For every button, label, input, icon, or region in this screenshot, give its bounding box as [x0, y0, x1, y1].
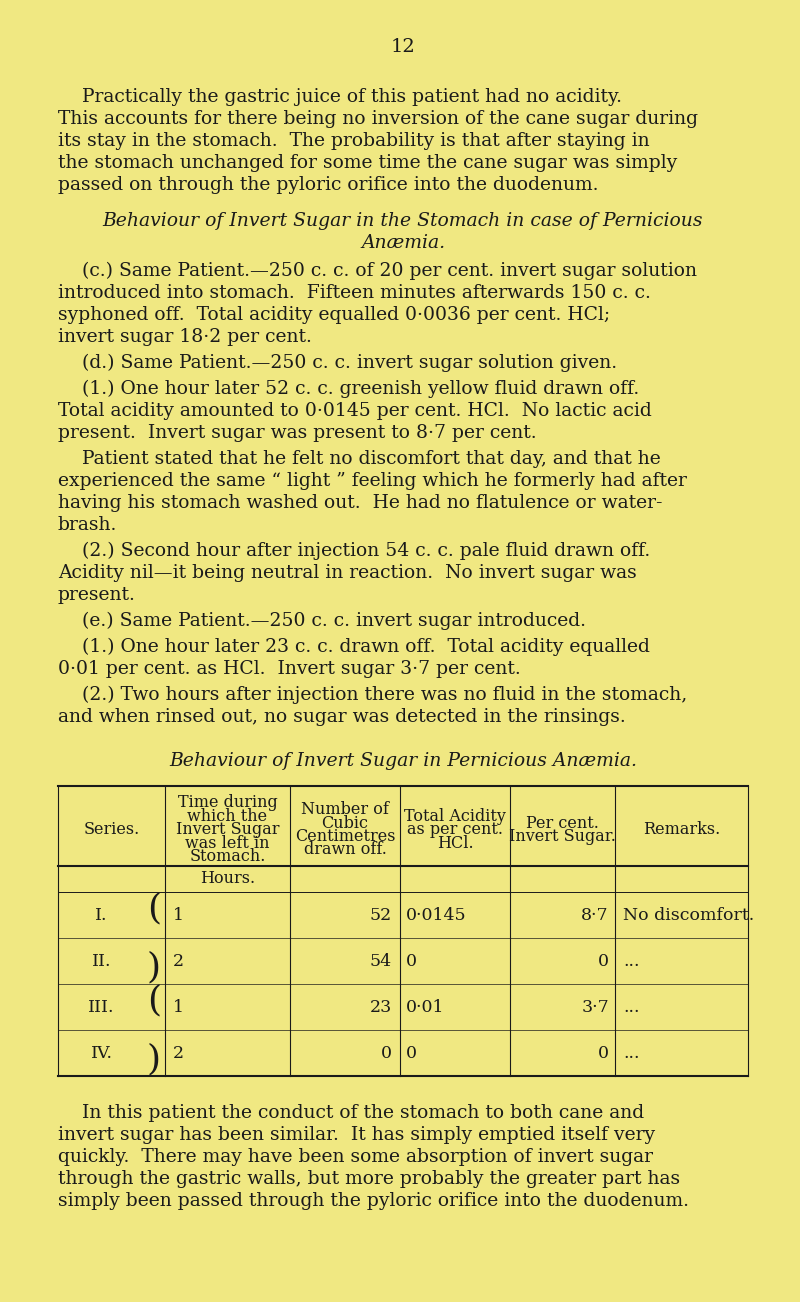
Text: Total Acidity: Total Acidity	[404, 807, 506, 824]
Text: was left in: was left in	[186, 835, 270, 852]
Text: (: (	[147, 983, 161, 1017]
Text: 0: 0	[381, 1044, 392, 1061]
Text: simply been passed through the pyloric orifice into the duodenum.: simply been passed through the pyloric o…	[58, 1193, 689, 1210]
Text: This accounts for there being no inversion of the cane sugar during: This accounts for there being no inversi…	[58, 109, 698, 128]
Text: HCl.: HCl.	[437, 835, 474, 852]
Text: IV.: IV.	[90, 1044, 113, 1061]
Text: Remarks.: Remarks.	[643, 822, 720, 838]
Text: drawn off.: drawn off.	[303, 841, 386, 858]
Text: 0: 0	[598, 953, 609, 970]
Text: passed on through the pyloric orifice into the duodenum.: passed on through the pyloric orifice in…	[58, 176, 598, 194]
Text: (1.) One hour later 52 c. c. greenish yellow fluid drawn off.: (1.) One hour later 52 c. c. greenish ye…	[58, 380, 639, 398]
Text: present.  Invert sugar was present to 8·7 per cent.: present. Invert sugar was present to 8·7…	[58, 424, 537, 441]
Text: 1: 1	[173, 906, 184, 923]
Text: (1.) One hour later 23 c. c. drawn off.  Total acidity equalled: (1.) One hour later 23 c. c. drawn off. …	[58, 638, 650, 656]
Text: 52: 52	[370, 906, 392, 923]
Text: II.: II.	[92, 953, 111, 970]
Text: 1: 1	[173, 999, 184, 1016]
Text: brash.: brash.	[58, 516, 118, 534]
Text: 8·7: 8·7	[582, 906, 609, 923]
Text: (2.) Two hours after injection there was no fluid in the stomach,: (2.) Two hours after injection there was…	[58, 686, 687, 704]
Text: Cubic: Cubic	[322, 815, 369, 832]
Text: present.: present.	[58, 586, 136, 604]
Text: I.: I.	[95, 906, 108, 923]
Text: Number of: Number of	[301, 801, 389, 818]
Text: In this patient the conduct of the stomach to both cane and: In this patient the conduct of the stoma…	[58, 1104, 644, 1122]
Text: the stomach unchanged for some time the cane sugar was simply: the stomach unchanged for some time the …	[58, 154, 678, 172]
Text: Anæmia.: Anæmia.	[361, 234, 445, 253]
Text: which the: which the	[187, 807, 267, 824]
Text: Behaviour of Invert Sugar in Pernicious Anæmia.: Behaviour of Invert Sugar in Pernicious …	[169, 753, 637, 769]
Text: Stomach.: Stomach.	[190, 848, 266, 866]
Text: 0: 0	[406, 1044, 417, 1061]
Text: Time during: Time during	[178, 794, 278, 811]
Text: having his stomach washed out.  He had no flatulence or water-: having his stomach washed out. He had no…	[58, 493, 662, 512]
Text: Patient stated that he felt no discomfort that day, and that he: Patient stated that he felt no discomfor…	[58, 450, 661, 467]
Text: quickly.  There may have been some absorption of invert sugar: quickly. There may have been some absorp…	[58, 1148, 653, 1167]
Text: ...: ...	[623, 1044, 639, 1061]
Text: Centimetres: Centimetres	[294, 828, 395, 845]
Text: 0·01 per cent. as HCl.  Invert sugar 3·7 per cent.: 0·01 per cent. as HCl. Invert sugar 3·7 …	[58, 660, 521, 678]
Text: Invert Sugar: Invert Sugar	[176, 822, 279, 838]
Text: introduced into stomach.  Fifteen minutes afterwards 150 c. c.: introduced into stomach. Fifteen minutes…	[58, 284, 651, 302]
Text: and when rinsed out, no sugar was detected in the rinsings.: and when rinsed out, no sugar was detect…	[58, 708, 626, 727]
Text: invert sugar 18·2 per cent.: invert sugar 18·2 per cent.	[58, 328, 312, 346]
Text: invert sugar has been similar.  It has simply emptied itself very: invert sugar has been similar. It has si…	[58, 1126, 655, 1144]
Text: experienced the same “ light ” feeling which he formerly had after: experienced the same “ light ” feeling w…	[58, 473, 687, 490]
Text: as per cent.: as per cent.	[407, 822, 503, 838]
Text: 2: 2	[173, 953, 184, 970]
Text: Invert Sugar.: Invert Sugar.	[509, 828, 616, 845]
Text: 23: 23	[370, 999, 392, 1016]
Text: Practically the gastric juice of this patient had no acidity.: Practically the gastric juice of this pa…	[58, 89, 622, 105]
Text: No discomfort.: No discomfort.	[623, 906, 754, 923]
Text: 12: 12	[390, 38, 415, 56]
Text: 54: 54	[370, 953, 392, 970]
Text: 0·0145: 0·0145	[406, 906, 466, 923]
Text: (: (	[147, 891, 161, 926]
Text: syphoned off.  Total acidity equalled 0·0036 per cent. HCl;: syphoned off. Total acidity equalled 0·0…	[58, 306, 610, 324]
Text: Hours.: Hours.	[200, 870, 255, 887]
Text: III.: III.	[88, 999, 114, 1016]
Text: (d.) Same Patient.—250 c. c. invert sugar solution given.: (d.) Same Patient.—250 c. c. invert suga…	[58, 354, 617, 372]
Text: Series.: Series.	[83, 822, 140, 838]
Text: through the gastric walls, but more probably the greater part has: through the gastric walls, but more prob…	[58, 1170, 680, 1187]
Text: 0·01: 0·01	[406, 999, 445, 1016]
Text: (2.) Second hour after injection 54 c. c. pale fluid drawn off.: (2.) Second hour after injection 54 c. c…	[58, 542, 650, 560]
Text: its stay in the stomach.  The probability is that after staying in: its stay in the stomach. The probability…	[58, 132, 650, 150]
Text: Acidity nil—it being neutral in reaction.  No invert sugar was: Acidity nil—it being neutral in reaction…	[58, 564, 637, 582]
Text: Behaviour of Invert Sugar in the Stomach in case of Pernicious: Behaviour of Invert Sugar in the Stomach…	[102, 212, 703, 230]
Text: (c.) Same Patient.—250 c. c. of 20 per cent. invert sugar solution: (c.) Same Patient.—250 c. c. of 20 per c…	[58, 262, 697, 280]
Text: 0: 0	[598, 1044, 609, 1061]
Text: 3·7: 3·7	[582, 999, 609, 1016]
Text: 2: 2	[173, 1044, 184, 1061]
Text: Total acidity amounted to 0·0145 per cent. HCl.  No lactic acid: Total acidity amounted to 0·0145 per cen…	[58, 402, 652, 421]
Text: Per cent.: Per cent.	[526, 815, 599, 832]
Text: 0: 0	[406, 953, 417, 970]
Text: ): )	[147, 1043, 161, 1077]
Text: ): )	[147, 950, 161, 984]
Text: (e.) Same Patient.—250 c. c. invert sugar introduced.: (e.) Same Patient.—250 c. c. invert suga…	[58, 612, 586, 630]
Text: ...: ...	[623, 999, 639, 1016]
Text: ...: ...	[623, 953, 639, 970]
